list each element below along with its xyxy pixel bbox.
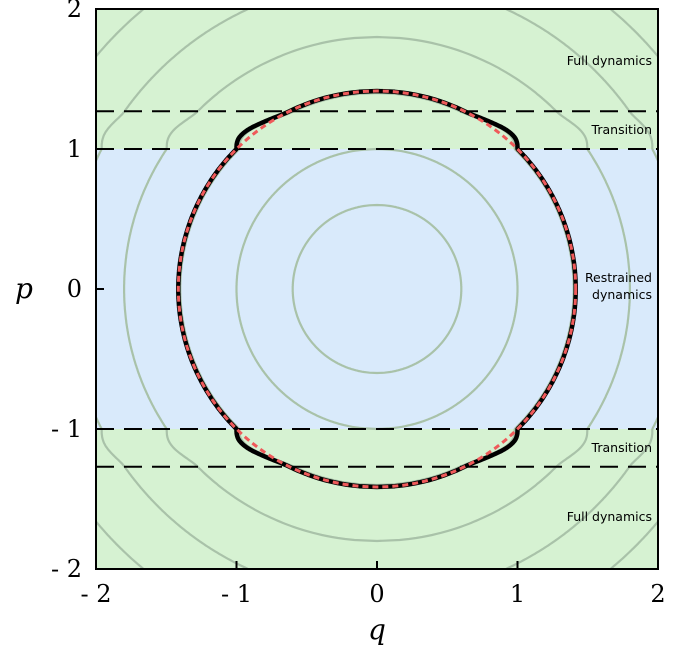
- y-tick-label-0: - 2: [51, 555, 82, 583]
- region-label-restrained-line2: dynamics: [592, 287, 652, 302]
- y-tick-label-4: 2: [67, 0, 82, 23]
- restrained-region: [96, 149, 658, 429]
- region-labels: Full dynamics Transition Restrained dynamic…: [567, 53, 652, 524]
- reference-circle-path: [176, 89, 578, 489]
- dynamics-regions: [96, 9, 658, 569]
- energy-contour-3: [123, 35, 631, 543]
- x-tick-label-1: - 1: [221, 580, 252, 608]
- tick-labels: - 2 - 1 0 1 2 - 2 - 1 0 1 2: [51, 0, 666, 608]
- x-tick-label-2: 0: [369, 580, 384, 608]
- y-tick-label-2: 0: [67, 275, 82, 303]
- x-axis-label: q: [368, 613, 386, 645]
- region-label-full-top: Full dynamics: [567, 53, 652, 68]
- region-label-full-bottom: Full dynamics: [567, 509, 652, 524]
- reference-circle: [176, 89, 578, 489]
- x-tick-label-3: 1: [510, 580, 525, 608]
- x-tick-label-0: - 2: [80, 580, 111, 608]
- boundary-dashed-lines: [96, 110, 658, 468]
- y-axis-label: p: [15, 272, 33, 305]
- region-label-transition-top: Transition: [591, 122, 652, 137]
- energy-contour-0: [291, 203, 463, 375]
- region-label-restrained-line1: Restrained: [585, 270, 652, 285]
- y-tick-label-1: - 1: [51, 415, 82, 443]
- axis-ticks: [95, 8, 659, 570]
- region-label-transition-bottom: Transition: [591, 440, 652, 455]
- y-tick-label-3: 1: [67, 135, 82, 163]
- x-tick-label-4: 2: [650, 580, 665, 608]
